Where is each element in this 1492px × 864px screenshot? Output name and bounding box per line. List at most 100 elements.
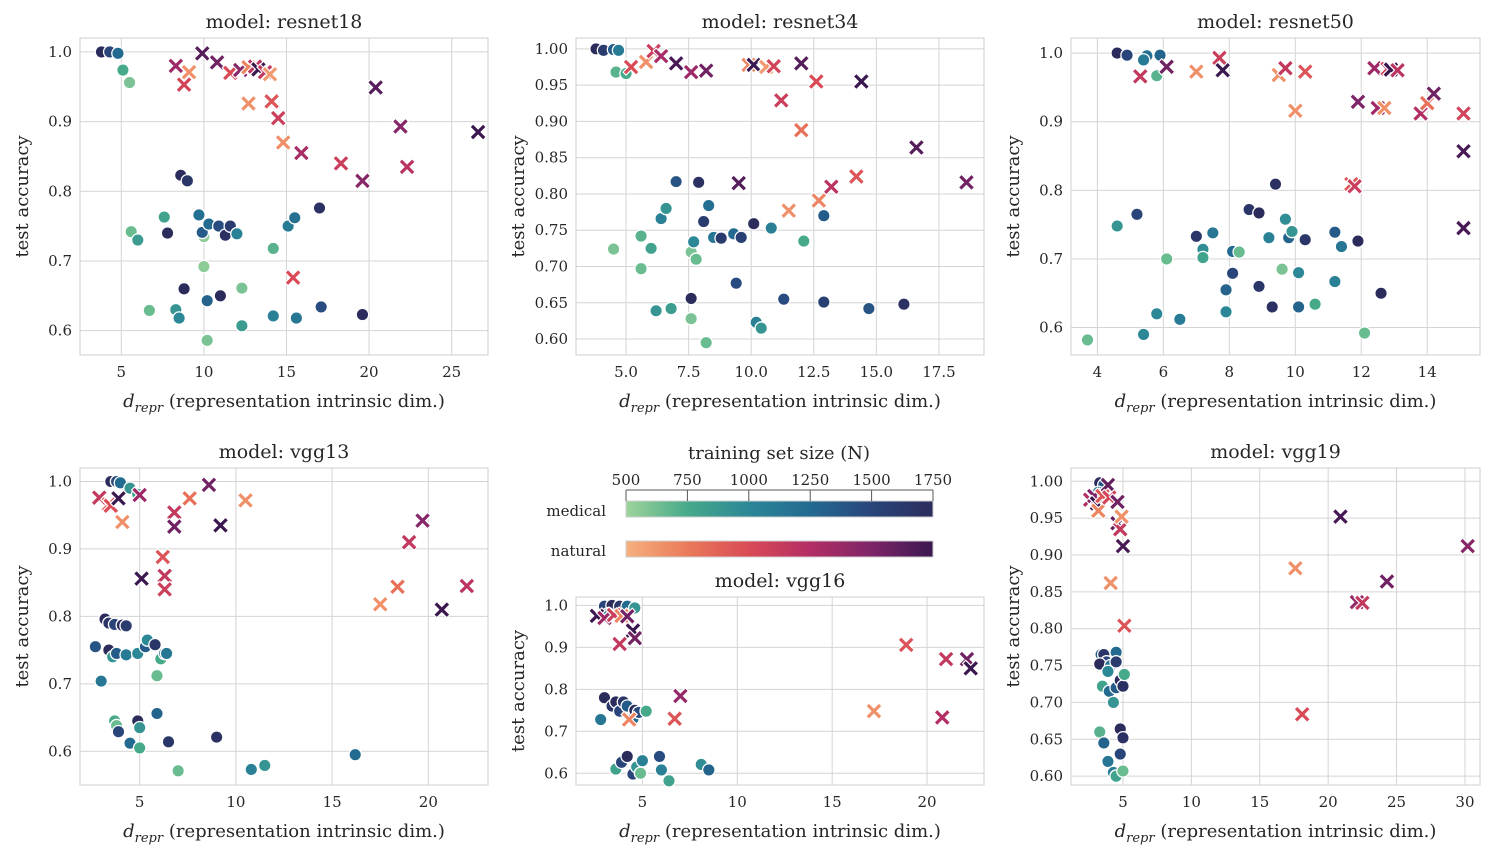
y-tick-label: 0.90 bbox=[535, 112, 568, 130]
natural-point bbox=[652, 47, 670, 66]
x-tick-label: 15 bbox=[323, 793, 342, 811]
medical-point bbox=[116, 63, 130, 77]
x-axis-label: drepr (representation intrinsic dim.) bbox=[123, 391, 445, 416]
natural-point bbox=[1114, 537, 1132, 556]
medical-point bbox=[177, 281, 191, 296]
x-tick-label: 15 bbox=[1250, 793, 1269, 811]
medical-point bbox=[88, 639, 103, 654]
y-tick-label: 0.8 bbox=[1039, 181, 1063, 199]
chart-panel-2: 4 6 8 10 12 14 0.6 0.7 0.8 0.9 1.0 model: resnet50 t… bbox=[1003, 11, 1481, 416]
medical-point bbox=[662, 773, 676, 788]
medical-point bbox=[1149, 306, 1164, 321]
y-axis-label: test accuracy bbox=[508, 629, 529, 752]
y-tick-label: 0.6 bbox=[1039, 319, 1063, 337]
natural-point bbox=[1276, 59, 1295, 78]
y-tick-label: 0.9 bbox=[1039, 113, 1063, 131]
natural-point bbox=[682, 63, 701, 81]
colorbar-medical bbox=[625, 500, 934, 518]
medical-point bbox=[1120, 48, 1134, 63]
medical-point bbox=[1308, 297, 1322, 312]
natural-point bbox=[153, 548, 172, 566]
medical-point bbox=[209, 730, 224, 744]
natural-point bbox=[779, 201, 798, 220]
natural-point bbox=[1424, 84, 1443, 103]
natural-point bbox=[1111, 520, 1130, 539]
legend-tick-label: 1000 bbox=[730, 471, 768, 489]
y-tick-label: 0.75 bbox=[535, 221, 568, 239]
y-tick-label: 0.85 bbox=[535, 149, 568, 167]
medical-point bbox=[620, 749, 635, 764]
legend-tick-label: 1750 bbox=[914, 471, 952, 489]
natural-point bbox=[155, 580, 174, 599]
natural-point bbox=[847, 167, 866, 186]
medical-point bbox=[669, 174, 683, 189]
natural-point bbox=[1331, 507, 1350, 526]
x-tick-label: 10 bbox=[1182, 793, 1201, 811]
y-axis-label: test accuracy bbox=[508, 135, 529, 258]
natural-point bbox=[388, 577, 407, 596]
y-tick-label: 1.0 bbox=[48, 472, 72, 490]
natural-point bbox=[667, 54, 686, 73]
medical-point bbox=[1196, 250, 1210, 265]
medical-point bbox=[686, 234, 701, 249]
natural-point bbox=[236, 491, 255, 510]
x-tick-label: 6 bbox=[1159, 363, 1169, 381]
y-tick-label: 0.6 bbox=[48, 742, 72, 760]
x-tick-label: 20 bbox=[1319, 793, 1338, 811]
medical-point bbox=[266, 241, 281, 256]
medical-point bbox=[148, 637, 162, 652]
medical-point bbox=[684, 291, 698, 306]
y-tick-label: 0.75 bbox=[1030, 657, 1063, 675]
y-tick-label: 0.7 bbox=[1039, 250, 1063, 268]
y-tick-label: 0.60 bbox=[535, 330, 568, 348]
y-tick-label: 1.00 bbox=[535, 40, 568, 58]
natural-point bbox=[1131, 67, 1150, 86]
medical-point bbox=[611, 43, 626, 58]
medical-point bbox=[816, 295, 831, 309]
medical-point bbox=[111, 46, 125, 61]
natural-point bbox=[1293, 705, 1312, 724]
medical-point bbox=[1189, 229, 1204, 244]
natural-point bbox=[792, 121, 811, 140]
medical-point bbox=[649, 303, 663, 318]
natural-point bbox=[457, 577, 476, 595]
x-axis-label: drepr (representation intrinsic dim.) bbox=[1115, 821, 1437, 846]
natural-point bbox=[1378, 572, 1396, 591]
medical-point bbox=[1262, 230, 1276, 245]
x-tick-label: 5 bbox=[1118, 793, 1128, 811]
medical-point bbox=[287, 210, 302, 225]
natural-point bbox=[1213, 61, 1232, 80]
natural-point bbox=[961, 659, 980, 678]
medical-point bbox=[142, 303, 157, 318]
natural-point bbox=[400, 533, 418, 552]
medical-point bbox=[696, 214, 711, 229]
y-tick-label: 0.70 bbox=[535, 258, 568, 276]
medical-point bbox=[633, 766, 648, 781]
medical-point bbox=[132, 741, 147, 755]
x-tick-label: 30 bbox=[1455, 793, 1474, 811]
natural-point bbox=[262, 92, 281, 111]
natural-point bbox=[274, 133, 293, 152]
medical-point bbox=[1096, 736, 1111, 750]
medical-point bbox=[1159, 252, 1174, 266]
colorbar-natural bbox=[625, 540, 934, 558]
medical-point bbox=[200, 333, 215, 348]
x-tick-label: 17.5 bbox=[922, 363, 955, 381]
medical-point bbox=[159, 646, 174, 661]
y-tick-label: 1.00 bbox=[1030, 472, 1063, 490]
medical-point bbox=[1116, 764, 1130, 778]
medical-point bbox=[746, 216, 761, 231]
y-tick-label: 0.65 bbox=[535, 294, 568, 312]
natural-point bbox=[130, 486, 149, 504]
y-tick-label: 0.8 bbox=[48, 607, 72, 625]
medical-point bbox=[150, 706, 164, 721]
medical-point bbox=[776, 292, 791, 306]
natural-point bbox=[261, 65, 279, 84]
x-tick-label: 10 bbox=[194, 363, 213, 381]
x-tick-label: 10 bbox=[1286, 363, 1305, 381]
natural-point bbox=[957, 173, 976, 192]
medical-point bbox=[644, 241, 658, 256]
medical-point bbox=[355, 307, 370, 322]
legend-tick-label: 1500 bbox=[853, 471, 891, 489]
